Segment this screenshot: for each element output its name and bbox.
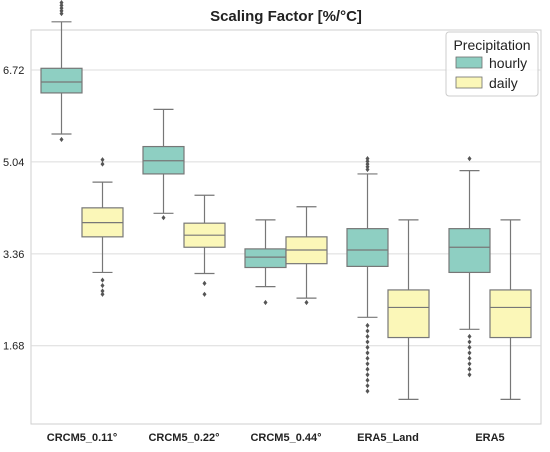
box-daily (387, 219, 430, 400)
legend: Precipitation hourly daily (445, 31, 539, 97)
outlier-point (202, 291, 207, 297)
outlier-point (365, 350, 370, 356)
outlier-point (365, 339, 370, 345)
outlier-point (365, 158, 370, 164)
outlier-point (365, 361, 370, 367)
y-axis-ticks: 1.68 3.36 5.04 6.72 (3, 65, 24, 353)
outlier-point (467, 355, 472, 361)
iqr-box (346, 228, 389, 267)
legend-swatch-hourly (455, 56, 483, 69)
y-tick-label: 5.04 (3, 157, 24, 169)
iqr-box (387, 289, 430, 339)
legend-swatch-daily (455, 76, 483, 89)
box-daily (489, 219, 532, 400)
chart-title: Scaling Factor [%/°C] (210, 8, 362, 25)
box-hourly (142, 108, 185, 221)
box-daily (183, 194, 226, 297)
y-tick-label: 1.68 (3, 341, 24, 353)
y-tick-label: 3.36 (3, 249, 24, 261)
x-tick-label: ERA5_Land (357, 432, 419, 444)
iqr-box (244, 248, 287, 269)
outlier-point (304, 299, 309, 306)
outlier-point (59, 10, 64, 17)
x-tick-label: CRCM5_0.11° (47, 432, 117, 444)
outlier-point (59, 0, 64, 6)
outlier-point (100, 157, 105, 163)
y-tick-label: 6.72 (3, 65, 24, 77)
outlier-point (365, 377, 370, 383)
outlier-point (59, 136, 64, 143)
iqr-box (448, 228, 491, 274)
iqr-box (40, 67, 83, 94)
x-tick-label: CRCM5_0.44° (250, 432, 321, 444)
outlier-point (467, 155, 472, 162)
box-daily (285, 206, 328, 306)
box-hourly (346, 155, 389, 394)
outlier-point (100, 282, 105, 289)
outlier-point (467, 344, 472, 350)
outlier-point (263, 299, 268, 306)
outlier-point (467, 333, 472, 340)
outlier-point (365, 161, 370, 167)
outlier-point (365, 366, 370, 372)
outlier-point (365, 355, 370, 361)
outlier-point (202, 280, 207, 286)
x-tick-label: CRCM5_0.22° (148, 432, 219, 444)
iqr-box (489, 289, 532, 339)
outlier-point (365, 372, 370, 378)
outlier-point (467, 372, 472, 378)
outlier-point (100, 291, 105, 297)
outlier-point (59, 2, 64, 8)
outlier-point (100, 161, 105, 167)
outlier-point (365, 383, 370, 389)
outlier-point (100, 277, 105, 283)
box-hourly (40, 0, 83, 143)
outlier-point (365, 388, 370, 394)
box-hourly (448, 155, 491, 378)
x-axis-ticks: CRCM5_0.11° CRCM5_0.22° CRCM5_0.44° ERA5_La… (47, 432, 505, 444)
legend-label-hourly: hourly (489, 55, 527, 71)
outlier-point (365, 155, 370, 162)
outlier-point (467, 339, 472, 345)
outlier-point (467, 350, 472, 356)
outlier-point (365, 344, 370, 350)
outlier-point (365, 328, 370, 334)
outlier-point (467, 361, 472, 367)
outlier-point (467, 366, 472, 372)
legend-title: Precipitation (453, 37, 530, 53)
outlier-point (161, 215, 166, 221)
outlier-point (365, 322, 370, 329)
outlier-point (365, 166, 370, 173)
outlier-point (59, 8, 64, 14)
box-plots (40, 0, 532, 400)
outlier-point (100, 288, 105, 294)
legend-label-daily: daily (489, 75, 518, 91)
outlier-point (365, 164, 370, 170)
box-daily (81, 157, 124, 297)
outlier-point (365, 333, 370, 340)
x-tick-label: ERA5 (475, 432, 504, 444)
outlier-point (59, 5, 64, 11)
